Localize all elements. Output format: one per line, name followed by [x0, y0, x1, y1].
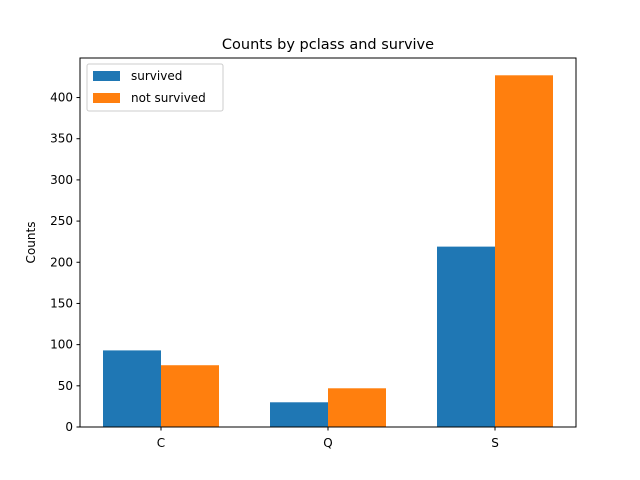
y-tick-label: 100: [50, 338, 73, 352]
bar-not-survived-C: [161, 365, 219, 427]
y-tick-label: 300: [50, 173, 73, 187]
bar-not-survived-S: [495, 75, 553, 427]
x-tick-label: Q: [323, 436, 332, 450]
x-tick-label: C: [157, 436, 165, 450]
y-tick-label: 50: [58, 379, 73, 393]
legend: survived not survived: [86, 63, 224, 112]
bars-group: [103, 75, 553, 427]
legend-swatch-not-survived: [93, 93, 120, 103]
plot-area-frame: [79, 57, 577, 428]
y-tick-label: 150: [50, 296, 73, 310]
bar-not-survived-Q: [328, 388, 386, 427]
x-tick-label: S: [491, 436, 499, 450]
bar-survived-C: [103, 350, 161, 427]
legend-box: [86, 63, 224, 112]
legend-label-not-survived: not survived: [131, 91, 206, 105]
legend-swatch-survived: [93, 71, 120, 81]
y-tick-label: 250: [50, 214, 73, 228]
bar-survived-S: [437, 246, 495, 427]
y-tick-label: 200: [50, 255, 73, 269]
y-tick-label: 400: [50, 91, 73, 105]
bar-survived-Q: [270, 402, 328, 427]
y-tick-label: 350: [50, 132, 73, 146]
chart-title: Counts by pclass and survive: [222, 37, 434, 53]
legend-label-survived: survived: [131, 69, 182, 83]
y-tick-label: 0: [65, 420, 73, 434]
y-axis-label: Counts: [24, 222, 38, 264]
y-axis: 0 50 100 150 200 250 300 350 400: [50, 91, 80, 434]
